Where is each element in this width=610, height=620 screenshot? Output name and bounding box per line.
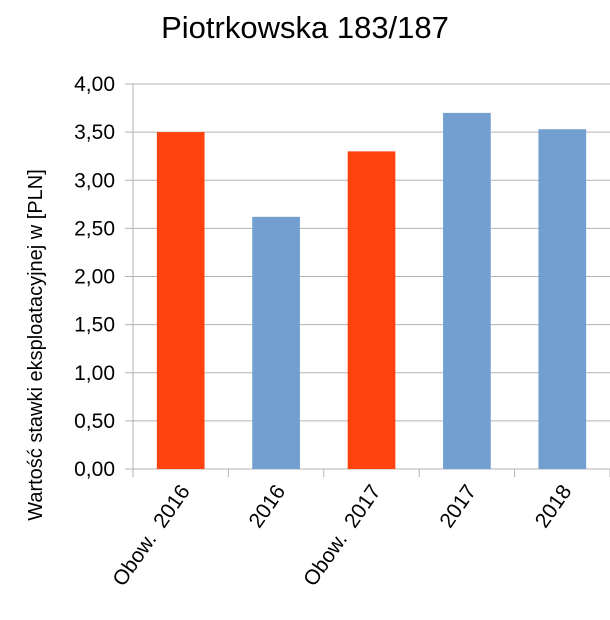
bar [443,112,491,469]
x-tick-label: 2017 [435,481,481,532]
y-tick-label: 3,00 [74,169,115,192]
bar [538,129,587,470]
y-tick-label: 0,00 [74,458,115,481]
x-tick-label: Obow. 2016 [108,481,194,591]
y-tick-label: 2,00 [74,266,115,289]
y-tick-label: 0,50 [74,410,115,433]
x-tick-label: 2016 [245,481,291,532]
x-tick-label: 2018 [531,481,577,532]
y-axis-label: Wartość stawki eksploatacyjnej w [PLN] [25,169,47,521]
bar [252,216,300,469]
x-tick-label: Obow. 2017 [299,481,385,591]
y-tick-label: 4,00 [74,73,115,96]
bar [347,151,396,469]
y-tick-label: 2,50 [74,217,115,240]
y-tick-label: 3,50 [74,121,115,144]
y-tick-label: 1,50 [74,314,115,337]
chart-title: Piotrkowska 183/187 [161,10,449,45]
bar [156,132,205,469]
y-tick-label: 1,00 [74,362,115,385]
